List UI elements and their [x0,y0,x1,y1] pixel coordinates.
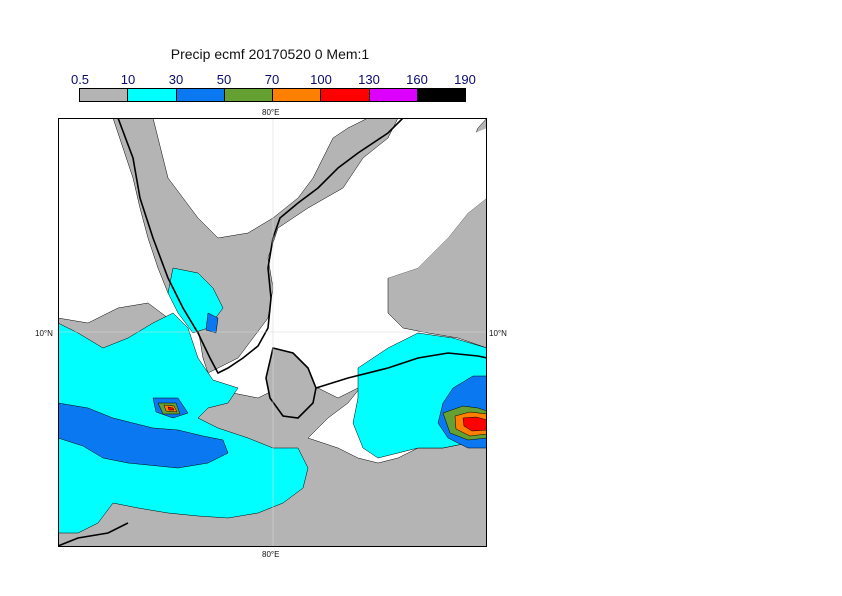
legend-swatch [80,89,129,101]
legend-labels: 0.5 10 30 50 70 100 130 160 190 [64,72,484,88]
precip-band-red [167,406,487,432]
lon-tick-bottom: 80°E [262,550,280,559]
color-legend-bar [79,88,466,102]
lat-tick-left: 10°N [35,329,53,338]
legend-label: 190 [454,72,476,87]
lat-tick-right: 10°N [489,329,507,338]
legend-swatch [321,89,370,101]
legend-label: 70 [264,72,280,87]
legend-label: 30 [168,72,184,87]
legend-swatch [273,89,322,101]
legend-label: 160 [406,72,428,87]
legend-label: 100 [310,72,332,87]
legend-swatch [417,89,465,101]
legend-label: 10 [120,72,136,87]
legend-label: 130 [358,72,380,87]
map-border [58,118,487,547]
legend-swatch [176,89,225,101]
white-ocean-area [278,128,487,328]
graticule [58,118,487,547]
precip-map [58,118,487,547]
legend-swatch [128,89,177,101]
coastlines [58,118,487,547]
map-title: Precip ecmf 20170520 0 Mem:1 [170,46,370,62]
lon-tick-top: 80°E [262,108,280,117]
legend-swatch [369,89,418,101]
legend-swatch [224,89,273,101]
legend-label: 0.5 [70,72,90,87]
legend-label: 50 [216,72,232,87]
